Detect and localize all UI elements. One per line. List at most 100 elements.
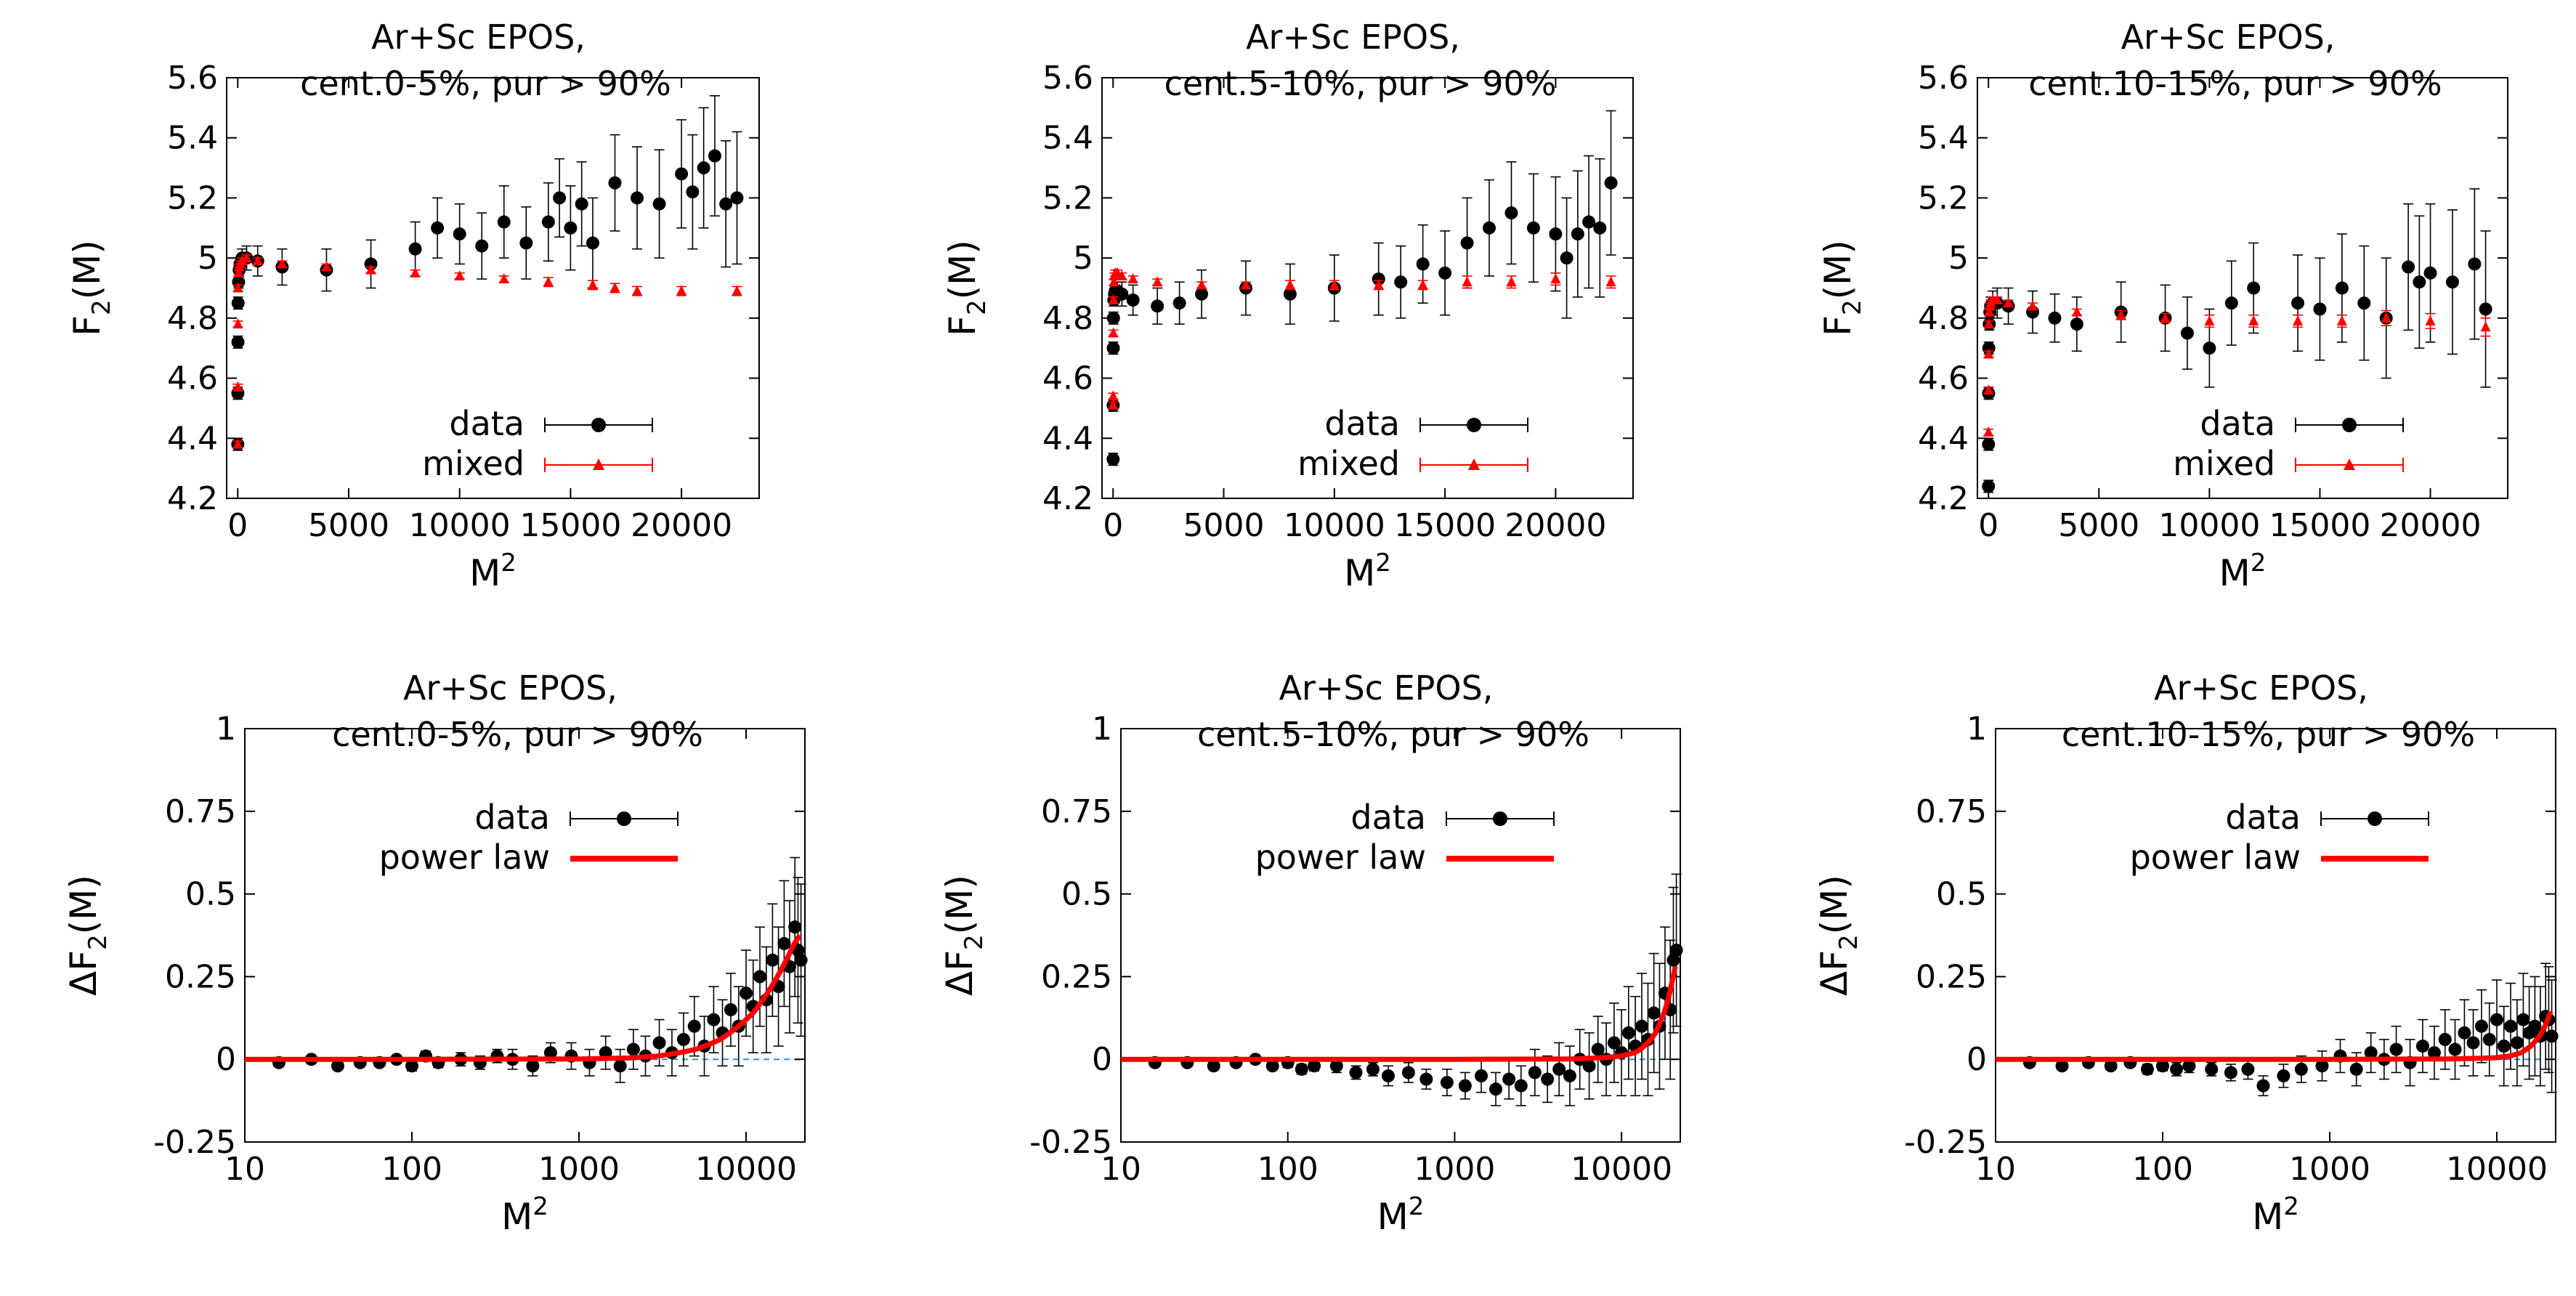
data-point (431, 221, 445, 235)
data-point (1458, 1079, 1472, 1093)
mixed-point (241, 252, 252, 263)
mixed-point (1983, 348, 1994, 359)
data-point (719, 197, 733, 211)
legend-label-data: data (449, 404, 524, 443)
data-point (2256, 1079, 2270, 1093)
x-tick-label: 1000 (1414, 1151, 1495, 1188)
y-tick-label: 5.2 (167, 179, 218, 216)
x-tick-label: 10000 (695, 1151, 797, 1188)
data-point (1571, 227, 1584, 241)
data-point (1560, 251, 1573, 265)
data-point (1126, 293, 1140, 307)
data-point (631, 191, 644, 205)
legend-swatch-marker (2344, 458, 2355, 470)
data-point (497, 215, 511, 229)
mixed-point (1992, 294, 2003, 305)
data-point (2458, 1026, 2471, 1040)
x-tick-label: 0 (227, 507, 248, 544)
x-tick-label: 10000 (2446, 1151, 2548, 1188)
mixed-point (1284, 279, 1295, 290)
y-tick-label: 0.5 (1936, 876, 1987, 913)
data-point (2247, 281, 2261, 295)
x-tick-label: 1000 (538, 1151, 620, 1188)
data-point (2349, 1062, 2363, 1076)
data-point (543, 1046, 557, 1060)
y-tick-label: 5.6 (1918, 60, 1969, 97)
data-point (1172, 296, 1186, 310)
y-axis-label-base: ΔF (1813, 950, 1855, 996)
mixed-point (1240, 279, 1251, 290)
data-point (2545, 1029, 2559, 1043)
x-tick-label: 15000 (1394, 507, 1496, 544)
x-axis-label-sup: 2 (2251, 548, 2267, 578)
x-tick-label: 15000 (519, 507, 621, 544)
mixed-point (232, 282, 243, 293)
mixed-point (2248, 315, 2259, 325)
mixed-point (410, 267, 421, 278)
legend-swatch-marker (593, 458, 604, 470)
data-point (676, 1032, 690, 1046)
mixed-point (237, 255, 248, 266)
chart-title-line1: Ar+Sc EPOS, (403, 668, 617, 708)
data-point (1195, 287, 1209, 301)
data-point (2277, 1069, 2291, 1082)
data-point (1381, 1069, 1395, 1082)
data-point (2474, 1019, 2488, 1033)
data-point (626, 1042, 640, 1056)
mixed-point (2425, 315, 2436, 325)
y-axis-label-base: F (941, 315, 984, 336)
data-point (1604, 176, 1618, 190)
data-point (1106, 311, 1120, 325)
y-axis-label-sub: 2 (1838, 299, 1867, 315)
y-tick-label: 0.5 (1061, 876, 1112, 913)
y-tick-label: 0.75 (1041, 793, 1112, 830)
data-point (1151, 299, 1165, 313)
data-point (1621, 1026, 1635, 1040)
y-axis-label-sub: 2 (87, 299, 116, 315)
y-axis-label: ΔF2(M) (939, 875, 989, 996)
x-tick-label: 10 (224, 1151, 265, 1188)
data-point (1982, 479, 1996, 493)
series-mixed (1983, 294, 2491, 437)
series-power-law (245, 933, 802, 1062)
data-point (2438, 1032, 2452, 1046)
x-tick-label: 100 (381, 1151, 442, 1188)
legend-swatch-marker (1493, 811, 1507, 826)
x-axis-label-sup: 2 (501, 548, 517, 578)
x-tick-label: 0 (1103, 507, 1123, 544)
power-law-fit-line (245, 933, 802, 1062)
y-tick-label: 4.6 (1042, 360, 1093, 397)
y-tick-label: 5 (1948, 240, 1969, 277)
data-point (2205, 1062, 2219, 1076)
mixed-point (1983, 318, 1994, 329)
y-axis-label-base: ΔF (62, 950, 105, 996)
y-axis-label-suffix: (M) (1817, 240, 1859, 299)
mixed-point (1117, 270, 1127, 280)
y-tick-label: 5 (198, 240, 218, 277)
data-point (2335, 281, 2349, 295)
data-point (453, 227, 466, 241)
y-axis-label-suffix: (M) (941, 240, 984, 299)
legend-label-mixed: mixed (2173, 444, 2275, 483)
x-axis-label: M2 (1344, 548, 1391, 594)
x-axis-label-base: M (469, 552, 501, 594)
series-data (231, 95, 744, 451)
legend-label-power-law: power law (2130, 838, 2301, 877)
data-point (2490, 1013, 2503, 1026)
legend-label-data: data (474, 798, 550, 837)
series-power-law (1121, 965, 1678, 1062)
data-point (1283, 287, 1297, 301)
chart-panel-2: 4.2 4.4 4.6 4.8 5 5.2 5.4 5.6 0 5000 10000 15000 200… (941, 17, 1634, 594)
data-point (753, 970, 767, 984)
data-point (2048, 311, 2062, 325)
chart-title-line1: Ar+Sc EPOS, (2121, 17, 2336, 57)
data-point (2389, 1042, 2403, 1056)
data-point (1483, 221, 1496, 235)
data-point (1549, 227, 1563, 241)
data-point (1475, 1069, 1489, 1082)
mixed-point (277, 258, 288, 269)
chart-panel-3: 4.2 4.4 4.6 4.8 5 5.2 5.4 5.6 0 5000 10000 15000 200… (1817, 17, 2508, 594)
